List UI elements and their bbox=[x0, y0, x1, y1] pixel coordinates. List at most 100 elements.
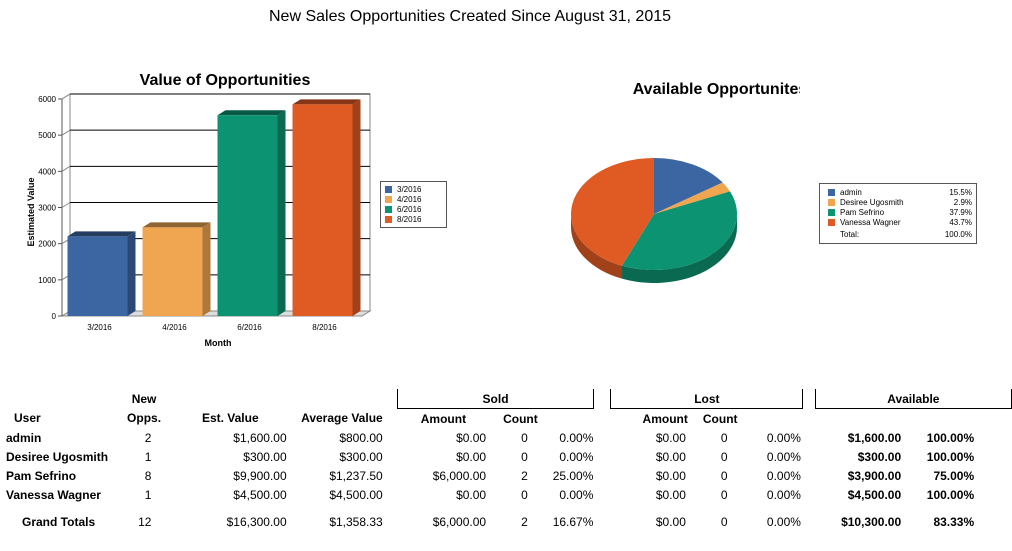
sold-amount-cell: $0.00 bbox=[456, 449, 487, 464]
pie-slice-side bbox=[621, 214, 737, 283]
x-axis-label: Month bbox=[205, 338, 232, 348]
lost-count-header: Count bbox=[702, 411, 738, 426]
new-opps-header: Opps. bbox=[127, 411, 162, 426]
table-row: admin 2 $1,600.00 $800.00 $0.00 0 0.00% $0.00 0 0… bbox=[0, 428, 1012, 447]
legend-item: 3/2016 bbox=[385, 184, 443, 194]
lost-amount-cell: $0.00 bbox=[655, 515, 686, 529]
table-row: Desiree Ugosmith 1 $300.00 $300.00 $0.00 0 0.0… bbox=[0, 447, 1012, 466]
y-tick-label: 2000 bbox=[38, 240, 56, 249]
bar bbox=[67, 236, 128, 316]
lost-percent-cell: 0.00% bbox=[766, 487, 801, 502]
page-title: New Sales Opportunities Created Since Au… bbox=[268, 8, 672, 25]
sold-count-cell: 0 bbox=[521, 430, 528, 445]
legend-total: Total: 100.0% bbox=[828, 229, 972, 239]
sold-percent-cell: 0.00% bbox=[559, 430, 594, 445]
sold-count-cell: 0 bbox=[521, 449, 528, 464]
avg-value-cell: $4,500.00 bbox=[329, 487, 383, 502]
opportunities-table: New Sold Lost Available User Opps. Est. … bbox=[0, 389, 1012, 540]
table-row: Pam Sefrino 8 $9,900.00 $1,237.50 $6,000.00 2… bbox=[0, 466, 1012, 485]
legend-swatch bbox=[828, 198, 835, 206]
user-cell: admin bbox=[6, 430, 42, 445]
pie-chart: Available Opportunites bbox=[570, 81, 800, 283]
gridline-side bbox=[61, 165, 71, 172]
user-header: User bbox=[14, 411, 41, 426]
bar-chart-legend: 3/2016 4/2016 6/2016 8/2016 bbox=[380, 181, 447, 228]
lost-percent-cell: 0.00% bbox=[766, 430, 801, 445]
y-axis-label: Estimated Value bbox=[26, 177, 36, 246]
lost-percent-cell: 0.00% bbox=[766, 449, 801, 464]
user-cell: Vanessa Wagner bbox=[6, 487, 101, 502]
sold-percent-cell: 25.00% bbox=[552, 468, 594, 483]
sold-percent-cell: 16.67% bbox=[552, 515, 594, 529]
legend-label: 4/2016 bbox=[397, 194, 422, 204]
new-opps-cell: 1 bbox=[144, 487, 152, 502]
avg-value-cell: $800.00 bbox=[339, 430, 383, 445]
bar bbox=[292, 104, 353, 316]
bar-side bbox=[127, 231, 136, 316]
sold-count-cell: 2 bbox=[521, 515, 528, 529]
new-opps-cell: 8 bbox=[144, 468, 152, 483]
gridline-side bbox=[61, 93, 71, 100]
new-opps-header-top: New bbox=[131, 391, 157, 406]
legend-label: Pam Sefrino bbox=[840, 207, 885, 217]
avg-value-cell: $1,237.50 bbox=[329, 468, 383, 483]
available-percent-cell: 100.00% bbox=[926, 430, 975, 445]
pie-slice bbox=[654, 158, 723, 214]
user-cell: Desiree Ugosmith bbox=[6, 449, 109, 464]
legend-label: 6/2016 bbox=[397, 204, 422, 214]
bar-side bbox=[352, 99, 361, 316]
lost-count-cell: 0 bbox=[720, 468, 728, 483]
y-tick-label: 0 bbox=[52, 312, 57, 321]
legend-item: 8/2016 bbox=[385, 214, 443, 224]
new-opps-cell: 1 bbox=[144, 449, 152, 464]
sold-amount-cell: $6,000.00 bbox=[432, 468, 487, 483]
available-amount-cell: $4,500.00 bbox=[847, 487, 902, 502]
y-tick-label: 4000 bbox=[38, 167, 56, 176]
legend-swatch bbox=[385, 205, 392, 213]
sold-amount-cell: $0.00 bbox=[456, 487, 487, 502]
y-tick-label: 6000 bbox=[38, 95, 56, 104]
new-opps-cell: 2 bbox=[144, 430, 152, 445]
legend-swatch bbox=[828, 188, 835, 196]
lost-amount-cell: $0.00 bbox=[655, 430, 686, 445]
pie-slice bbox=[570, 158, 654, 266]
lost-group-header: Lost bbox=[610, 389, 804, 409]
pie-slice-side bbox=[571, 214, 622, 279]
legend-swatch bbox=[385, 185, 392, 193]
available-percent-cell: 83.33% bbox=[933, 515, 975, 529]
y-tick-label: 5000 bbox=[38, 131, 56, 140]
legend-percent: 37.9% bbox=[949, 207, 972, 217]
sold-count-cell: 0 bbox=[521, 487, 528, 502]
legend-item: Vanessa Wagner 43.7% bbox=[828, 217, 972, 227]
bar-top bbox=[292, 99, 361, 105]
sold-amount-cell: $6,000.00 bbox=[432, 515, 487, 529]
legend-label: admin bbox=[840, 187, 862, 197]
est-value-header: Est. Value bbox=[201, 411, 259, 426]
legend-item: Pam Sefrino 37.9% bbox=[828, 207, 972, 217]
table-row: Vanessa Wagner 1 $4,500.00 $4,500.00 $0.00 0 0… bbox=[0, 485, 1012, 504]
user-cell: Pam Sefrino bbox=[6, 468, 77, 483]
x-tick-label: 4/2016 bbox=[162, 323, 187, 332]
legend-label: Desiree Ugosmith bbox=[840, 197, 904, 207]
est-value-cell: $16,300.00 bbox=[226, 515, 287, 529]
legend-percent: 43.7% bbox=[949, 217, 972, 227]
legend-label: 8/2016 bbox=[397, 214, 422, 224]
bar-chart-title: Value of Opportunities bbox=[140, 72, 311, 89]
bar-top bbox=[217, 110, 286, 116]
avg-value-cell: $1,358.33 bbox=[329, 515, 383, 529]
legend-item: Desiree Ugosmith 2.9% bbox=[828, 197, 972, 207]
avg-value-cell: $300.00 bbox=[339, 449, 383, 464]
bar-top bbox=[142, 222, 211, 228]
available-amount-cell: $3,900.00 bbox=[847, 468, 902, 483]
grand-totals-label: Grand Totals bbox=[22, 515, 96, 529]
legend-swatch bbox=[385, 195, 392, 203]
sold-amount-header: Amount bbox=[420, 411, 467, 426]
pie-slice bbox=[654, 182, 730, 214]
bar-chart: Value of Opportunities 0 1000 2000 3000 4000 5… bbox=[26, 72, 372, 348]
legend-item: 6/2016 bbox=[385, 204, 443, 214]
legend-total-label: Total: bbox=[840, 229, 860, 239]
table-header-row-top: New Sold Lost Available bbox=[0, 389, 1012, 409]
est-value-cell: $1,600.00 bbox=[233, 430, 287, 445]
est-value-cell: $4,500.00 bbox=[233, 487, 287, 502]
lost-count-cell: 0 bbox=[720, 487, 728, 502]
